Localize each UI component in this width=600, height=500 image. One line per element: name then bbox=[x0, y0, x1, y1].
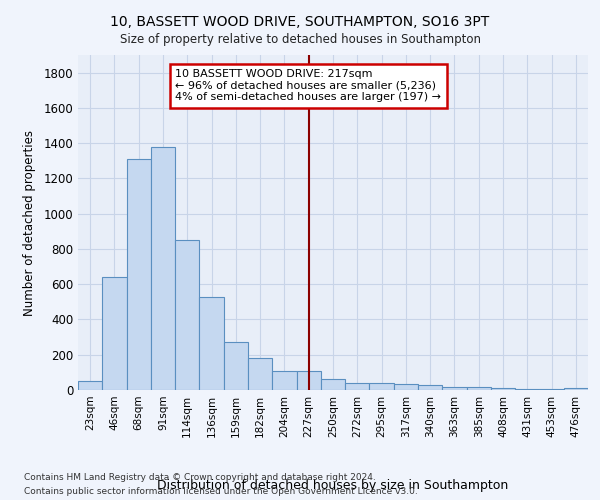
Bar bbox=[127, 159, 151, 390]
Bar bbox=[199, 296, 224, 390]
Text: 10, BASSETT WOOD DRIVE, SOUTHAMPTON, SO16 3PT: 10, BASSETT WOOD DRIVE, SOUTHAMPTON, SO1… bbox=[110, 15, 490, 29]
Bar bbox=[394, 384, 418, 390]
Bar bbox=[224, 342, 248, 390]
Bar bbox=[491, 388, 515, 390]
Bar bbox=[175, 240, 199, 390]
Bar bbox=[321, 378, 345, 390]
Text: Contains public sector information licensed under the Open Government Licence v3: Contains public sector information licen… bbox=[24, 487, 418, 496]
Y-axis label: Number of detached properties: Number of detached properties bbox=[23, 130, 37, 316]
Bar bbox=[248, 358, 272, 390]
Text: Contains HM Land Registry data © Crown copyright and database right 2024.: Contains HM Land Registry data © Crown c… bbox=[24, 474, 376, 482]
Bar bbox=[272, 372, 296, 390]
Bar bbox=[296, 372, 321, 390]
Bar bbox=[515, 388, 539, 390]
Bar bbox=[102, 277, 127, 390]
Bar bbox=[78, 381, 102, 390]
Text: Size of property relative to detached houses in Southampton: Size of property relative to detached ho… bbox=[119, 32, 481, 46]
Bar bbox=[539, 388, 564, 390]
Bar bbox=[151, 146, 175, 390]
Bar bbox=[418, 385, 442, 390]
Bar bbox=[370, 384, 394, 390]
Bar bbox=[442, 388, 467, 390]
Text: 10 BASSETT WOOD DRIVE: 217sqm
← 96% of detached houses are smaller (5,236)
4% of: 10 BASSETT WOOD DRIVE: 217sqm ← 96% of d… bbox=[175, 69, 441, 102]
X-axis label: Distribution of detached houses by size in Southampton: Distribution of detached houses by size … bbox=[157, 478, 509, 492]
Bar bbox=[564, 388, 588, 390]
Bar bbox=[345, 383, 370, 390]
Bar bbox=[467, 388, 491, 390]
